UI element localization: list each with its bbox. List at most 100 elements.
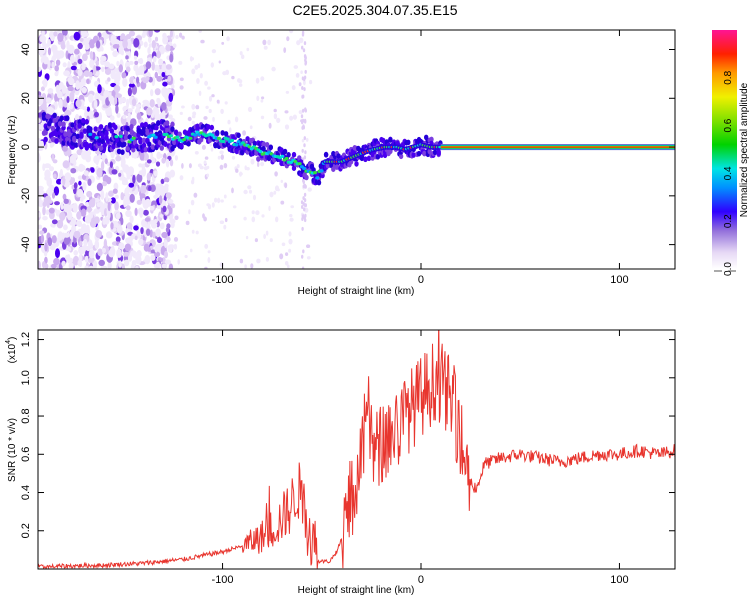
spectrogram-noise-blob — [70, 168, 77, 174]
spectrogram-noise-blob — [208, 95, 213, 102]
spectrogram-ridge-core — [319, 169, 324, 173]
spectrogram-noise-blob — [126, 98, 130, 109]
spectrogram-noise-blob — [170, 203, 176, 209]
spectrogram-noise-blob — [284, 124, 290, 130]
spectrogram-noise-blob — [204, 266, 208, 269]
spectrogram-noise-blob — [124, 187, 130, 197]
spectrogram-noise-blob — [149, 99, 155, 108]
spectrogram-noise-blob — [115, 236, 121, 243]
spectrogram-noise-blob — [220, 154, 224, 160]
spectrogram-noise-blob — [102, 247, 106, 254]
spectrogram-ridge-blob — [122, 141, 127, 148]
colorbar-label: Normalized spectral amplitude — [739, 82, 750, 217]
spectrogram-noise-blob — [94, 208, 99, 214]
spectrogram-noise-blob — [170, 84, 175, 89]
spectrogram-noise-blob — [88, 113, 95, 120]
spectrogram-ridge-blob — [170, 121, 175, 128]
spectrogram-noise-blob — [210, 147, 214, 152]
spectrogram-ridge-blob — [156, 120, 161, 126]
spectrogram-noise-blob — [206, 173, 210, 178]
spectrogram-ridge-blob — [316, 179, 322, 186]
spectrogram-noise-blob — [154, 111, 159, 117]
colorbar: 0.0 0.2 0.4 0.6 0.8 Normalized spectral ampl… — [712, 30, 750, 276]
spectrogram-noise-blob — [144, 254, 151, 265]
spectrogram-ridge-blob — [436, 150, 441, 157]
spectrogram-noise-blob — [79, 37, 84, 42]
spectrogram-noise-blob — [202, 213, 205, 219]
spectrogram-noise-blob — [303, 192, 307, 197]
spectrogram-noise-blob — [177, 259, 180, 265]
spectrogram-noise-blob — [298, 82, 302, 87]
spectrogram-noise-blob — [110, 197, 116, 204]
spectrogram-ridge-blob — [63, 131, 68, 137]
spectrogram-noise-blob — [188, 163, 192, 169]
spectrogram-noise-blob — [42, 206, 46, 216]
snr-frame — [37, 329, 676, 570]
spectrogram-noise-blob — [165, 44, 171, 52]
spectrogram-noise-blob — [161, 110, 166, 121]
spectrogram-ridge-blob — [429, 136, 434, 143]
spectrogram-noise-blob — [195, 105, 200, 110]
spectrogram-ridge-blob — [102, 142, 107, 149]
colorbar-tick-label: 0.4 — [723, 166, 734, 180]
spectrogram-noise-blob — [271, 66, 276, 72]
spectrogram-noise-blob — [223, 194, 227, 199]
spectrogram-noise-blob — [260, 99, 264, 103]
spectrogram-ridge-blob — [113, 124, 118, 131]
spectrogram-noise-blob — [179, 77, 184, 82]
spectrogram-noise-blob — [104, 208, 108, 217]
spectrogram-noise-blob — [153, 64, 160, 72]
spectrogram-ridge-blob — [240, 149, 245, 156]
spectrogram-noise-blob — [153, 194, 159, 199]
spectrogram-ridge-blob — [98, 124, 104, 130]
spectrogram-noise-blob — [152, 231, 156, 239]
spectrogram-ridge-blob — [138, 138, 143, 145]
snr-marks — [38, 330, 675, 569]
spectrogram-noise-blob — [268, 205, 271, 212]
colorbar-tick-label: 0.8 — [723, 70, 734, 84]
spectrogram-noise-blob — [288, 248, 292, 253]
spectrogram-noise-blob — [302, 249, 305, 254]
spectrogram-noise-blob — [97, 84, 102, 94]
spectrogram-noise-blob — [289, 217, 294, 222]
spectrogram-noise-blob — [50, 263, 57, 269]
spectrogram-noise-blob — [160, 257, 164, 262]
spectrogram-ridge-blob — [170, 126, 175, 132]
spectrogram-noise-blob — [168, 92, 174, 102]
spectrogram-noise-blob — [121, 180, 129, 186]
spectrogram-noise-blob — [156, 153, 164, 158]
spectrogram-ridge-core — [241, 141, 245, 145]
spectrogram-ridge-core — [302, 166, 307, 170]
spectrogram-noise-blob — [60, 202, 64, 210]
spectrogram-noise-blob — [309, 79, 313, 85]
spectrogram-noise-blob — [108, 190, 114, 197]
spectrogram-noise-blob — [136, 76, 140, 84]
snr-y-tick-label: 0.2 — [20, 523, 32, 538]
spectrogram-noise-blob — [204, 243, 209, 249]
spectrogram-noise-blob — [52, 173, 57, 179]
spectrogram-noise-blob — [273, 113, 278, 120]
spectrogram-noise-blob — [47, 187, 53, 197]
spectrogram-noise-blob — [244, 264, 247, 269]
spectrogram-noise-blob — [87, 206, 92, 213]
spectrogram-noise-blob — [122, 114, 127, 120]
spectrogram-y-tick-label: -40 — [20, 237, 32, 253]
spectrogram-noise-blob — [125, 34, 132, 40]
spectrogram-noise-blob — [91, 197, 96, 203]
spectrogram-noise-blob — [179, 111, 183, 115]
spectrogram-noise-blob — [118, 64, 124, 73]
spectrogram-ridge-blob — [304, 174, 309, 181]
spectrogram-noise-blob — [44, 263, 49, 269]
spectrogram-noise-blob — [273, 108, 277, 113]
spectrogram-noise-blob — [189, 248, 193, 253]
spectrogram-ridge-blob — [65, 115, 70, 121]
spectrogram-noise-blob — [110, 115, 115, 121]
spectrogram-noise-blob — [301, 118, 305, 123]
spectrogram-noise-blob — [219, 262, 224, 268]
spectrogram-noise-blob — [179, 32, 183, 38]
spectrogram-ridge-blob — [107, 122, 113, 128]
spectrogram-noise-blob — [112, 39, 120, 45]
spectrogram-noise-blob — [197, 63, 201, 69]
spectrogram-noise-blob — [255, 77, 260, 84]
spectrogram-noise-blob — [45, 209, 50, 216]
